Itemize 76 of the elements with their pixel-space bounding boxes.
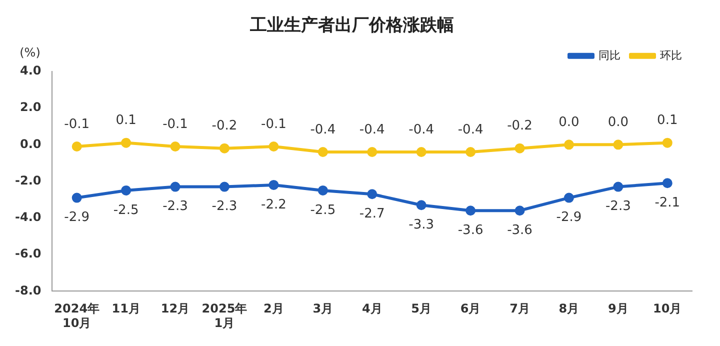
data-label: 0.1 (116, 113, 136, 128)
point (170, 142, 180, 152)
data-label: -0.2 (507, 118, 532, 134)
data-label: -0.1 (261, 116, 286, 132)
y-tick-label: -2.0 (14, 173, 42, 188)
point (416, 146, 426, 157)
data-label: -0.4 (408, 122, 434, 138)
data-label: -3.6 (507, 222, 532, 238)
data-label: -2.5 (310, 202, 336, 218)
point (121, 185, 132, 196)
data-label: -0.1 (162, 116, 188, 132)
y-tick-label: 0.0 (20, 136, 42, 151)
data-label: -0.4 (359, 122, 385, 138)
data-label: -2.9 (556, 210, 582, 226)
data-label: -2.3 (605, 199, 631, 214)
data-label: 0.0 (558, 115, 580, 130)
y-axis-title: (%) (20, 46, 40, 60)
point (662, 178, 672, 188)
y-tick-label: 4.0 (20, 64, 42, 78)
point (662, 138, 672, 148)
x-tick-label: 2024年 10月 (54, 302, 100, 330)
data-label: -2.2 (261, 197, 286, 212)
point (170, 182, 180, 192)
point (367, 189, 378, 200)
point (72, 192, 82, 203)
point (121, 138, 132, 148)
data-label: -0.2 (212, 118, 238, 134)
x-tick-label: 2025年 1月 (202, 302, 248, 330)
data-label: 0.0 (608, 115, 629, 130)
point (268, 180, 279, 190)
point (268, 142, 279, 152)
data-label: -2.1 (654, 196, 680, 211)
point (219, 182, 230, 192)
point (367, 146, 378, 157)
point (613, 182, 624, 192)
point (613, 140, 624, 150)
point (318, 146, 328, 157)
y-tick-label: 2.0 (20, 100, 42, 114)
data-label: -3.3 (408, 217, 434, 232)
point (219, 143, 230, 154)
data-label: -0.4 (458, 122, 484, 138)
data-label: -2.3 (212, 199, 238, 214)
point (72, 142, 82, 152)
x-tick-label: 3月 (312, 302, 334, 316)
x-tick-label: 4月 (362, 302, 382, 316)
data-label: 0.1 (657, 113, 678, 128)
x-tick-label: 10月 (653, 302, 682, 316)
point (514, 206, 525, 216)
x-tick-label: 9月 (608, 302, 628, 316)
data-label: -2.7 (359, 206, 385, 222)
x-tick-label: 11月 (112, 302, 140, 316)
data-label: -0.1 (64, 116, 90, 132)
legend-label: 同比 (598, 48, 620, 62)
point (466, 206, 476, 216)
chart-title: 工业生产者出厂价格涨跌幅 (249, 16, 454, 36)
data-label: -2.3 (162, 199, 188, 214)
x-tick-label: 2月 (264, 302, 284, 316)
y-tick-label: -8.0 (14, 283, 42, 298)
point (564, 140, 574, 150)
x-tick-label: 12月 (160, 302, 190, 316)
x-tick-label: 8月 (558, 302, 580, 316)
point (416, 200, 426, 210)
point (564, 192, 574, 203)
y-tick-label: -6.0 (14, 246, 42, 261)
x-tick-label: 7月 (510, 302, 530, 316)
data-label: -3.6 (458, 222, 484, 238)
x-tick-label: 5月 (411, 302, 432, 316)
x-tick-label: 6月 (460, 302, 481, 316)
legend-label: 环比 (660, 48, 682, 62)
y-tick-label: -4.0 (14, 210, 42, 224)
point (318, 185, 328, 196)
data-label: -2.9 (64, 210, 90, 226)
data-label: -2.5 (113, 202, 139, 218)
point (514, 143, 525, 154)
data-label: -0.4 (310, 122, 336, 138)
point (466, 146, 476, 157)
